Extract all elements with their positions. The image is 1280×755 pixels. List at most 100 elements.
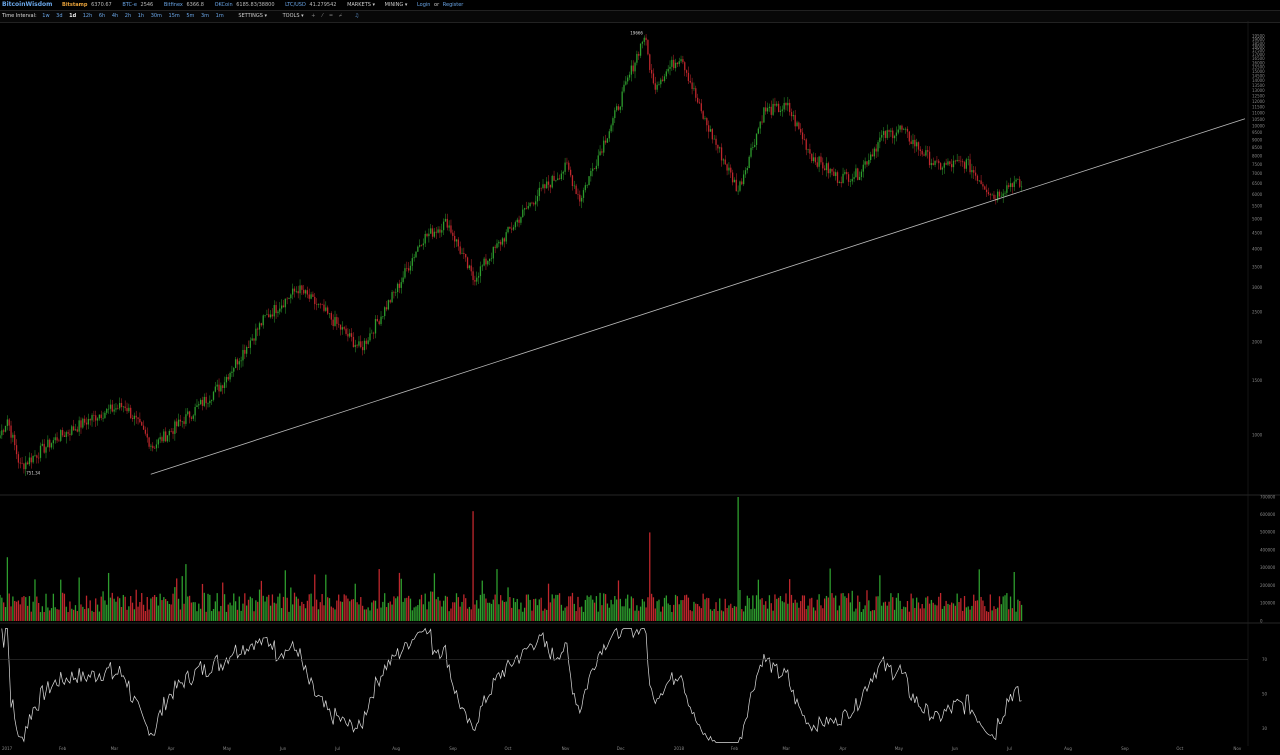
ticker-bitfinex-name[interactable]: Bitfinex [163, 2, 183, 8]
price-candle [216, 384, 218, 387]
trendline-icon[interactable]: ⁄ [322, 13, 323, 19]
interval-1h[interactable]: 1h [137, 13, 145, 19]
price-candle [540, 187, 542, 189]
interval-1w[interactable]: 1w [42, 13, 50, 19]
price-tick-label: 8000 [1252, 153, 1263, 158]
price-candle [223, 382, 226, 388]
bell-icon[interactable]: ♫ [354, 13, 360, 19]
price-candle [349, 333, 351, 337]
price-candle [1017, 179, 1019, 180]
price-candle [827, 163, 829, 174]
volume-bar [662, 606, 664, 621]
price-candle [459, 246, 461, 254]
price-candle [194, 407, 196, 416]
volume-bar [544, 608, 546, 621]
ticker-okcoin-name[interactable]: OKCoin [214, 2, 233, 8]
volume-bar [754, 608, 756, 621]
time-tick-label: Sep [449, 746, 457, 751]
price-candle [82, 418, 84, 428]
volume-bar [323, 605, 325, 621]
fib-icon[interactable]: ⌿ [339, 13, 343, 19]
interval-6h[interactable]: 6h [98, 13, 106, 19]
price-candle [396, 283, 399, 293]
volume-bar [809, 598, 811, 621]
volume-bar [540, 597, 542, 621]
ticker-okcoin-value: 6185.83/38800 [236, 2, 275, 8]
interval-30m[interactable]: 30m [150, 13, 162, 19]
crosshair-icon[interactable]: + [311, 13, 316, 19]
price-candle [662, 79, 664, 81]
price-candle [538, 187, 540, 197]
interval-12h[interactable]: 12h [82, 13, 93, 19]
interval-3d[interactable]: 3d [56, 13, 63, 19]
price-candle [985, 189, 988, 193]
register-link[interactable]: Register [442, 2, 464, 8]
ticker-bitstamp-name[interactable]: Bitstamp [62, 2, 88, 8]
ticker-ltcusd-name[interactable]: LTC/USD [285, 2, 306, 8]
price-candle [842, 173, 844, 184]
volume-bar [719, 598, 721, 621]
volume-bar [45, 593, 47, 621]
brand-logo[interactable]: BitcoinWisdom [2, 1, 53, 8]
price-candle [682, 59, 684, 63]
price-candle [382, 316, 384, 317]
price-candle [816, 162, 818, 167]
markets-menu[interactable]: MARKETS ▾ [347, 2, 376, 8]
mining-menu[interactable]: MINING ▾ [384, 2, 408, 8]
volume-bar [87, 608, 89, 621]
interval-4h[interactable]: 4h [111, 13, 119, 19]
volume-bar [592, 599, 594, 621]
price-candle [829, 168, 831, 174]
volume-bar [102, 591, 104, 621]
volume-bar [255, 600, 257, 621]
horizontal-line-icon[interactable]: ═ [329, 13, 333, 19]
price-candle [912, 139, 914, 145]
ticker-ltcusd-value: 41.279542 [309, 2, 337, 8]
volume-bar [190, 602, 193, 621]
price-candle [768, 106, 771, 108]
volume-bar [196, 611, 198, 621]
price-candle [581, 197, 583, 202]
price-candle [535, 201, 537, 205]
ticker-btce-name[interactable]: BTC-e [122, 2, 137, 8]
price-candle [520, 217, 522, 223]
price-candle [691, 82, 693, 89]
price-candle [886, 130, 888, 138]
tools-menu[interactable]: TOOLS ▾ [282, 13, 304, 19]
price-candle [50, 443, 53, 448]
chart-area[interactable]: 1950019000185001800017500170001650016000… [0, 21, 1280, 755]
volume-bar [676, 596, 679, 621]
volume-bar [899, 600, 901, 621]
interval-1m[interactable]: 1m [215, 13, 224, 19]
volume-bar [685, 594, 688, 621]
volume-bar [214, 601, 217, 621]
price-candle [109, 404, 112, 409]
volume-bar [406, 597, 408, 621]
volume-bar [1019, 601, 1021, 621]
time-tick-label: Apr [168, 746, 175, 751]
price-candle [901, 125, 903, 130]
price-candle [361, 347, 364, 351]
price-candle [790, 112, 793, 117]
volume-bar [63, 593, 66, 621]
price-candle [295, 291, 297, 292]
time-tick-label: Jul [1006, 746, 1012, 751]
price-candle [12, 434, 14, 438]
interval-3m[interactable]: 3m [201, 13, 210, 19]
price-candle [54, 437, 56, 441]
price-candle [857, 168, 859, 180]
interval-2h[interactable]: 2h [124, 13, 132, 19]
interval-15m[interactable]: 15m [168, 13, 180, 19]
login-link[interactable]: Login [416, 2, 431, 8]
interval-5m[interactable]: 5m [186, 13, 195, 19]
volume-bar [299, 605, 301, 621]
price-candle [881, 134, 883, 138]
interval-1d[interactable]: 1d [69, 13, 77, 19]
settings-menu[interactable]: SETTINGS ▾ [238, 13, 268, 19]
price-tick-label: 6500 [1252, 181, 1263, 186]
support-trendline[interactable] [150, 118, 1246, 475]
volume-bar [477, 608, 480, 621]
volume-bar [389, 601, 391, 621]
price-candle [395, 292, 397, 293]
volume-bar [1002, 596, 1004, 621]
